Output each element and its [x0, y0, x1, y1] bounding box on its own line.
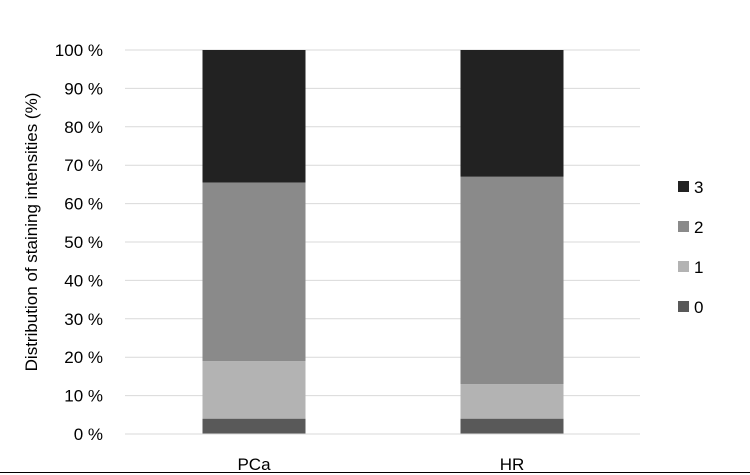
y-tick-label: 90 %	[64, 79, 103, 98]
bar-segment-pca-level-3	[202, 50, 306, 183]
legend-label-0: 0	[694, 298, 703, 317]
y-tick-label: 50 %	[64, 233, 103, 252]
bar-segment-hr-level-2	[460, 176, 564, 385]
bar-segment-pca-level-1	[202, 361, 306, 419]
y-tick-label: 0 %	[74, 425, 103, 444]
y-tick-label: 80 %	[64, 118, 103, 137]
y-tick-label: 40 %	[64, 271, 103, 290]
y-tick-labels: 0 % 10 % 20 % 30 % 40 % 50 % 60 % 70 % 80 % 90 % 1…	[55, 41, 103, 444]
bar-segment-hr-level-3	[460, 50, 564, 177]
bar-segment-pca-level-0	[202, 418, 306, 434]
legend-swatch-1	[678, 261, 689, 272]
y-tick-label: 60 %	[64, 195, 103, 214]
legend-label-2: 2	[694, 218, 703, 237]
legend-label-3: 3	[694, 178, 703, 197]
bar-segment-pca-level-2	[202, 182, 306, 362]
y-tick-label: 100 %	[55, 41, 103, 60]
legend-label-1: 1	[694, 258, 703, 277]
legend-swatch-3	[678, 181, 689, 192]
x-tick-label: PCa	[237, 455, 271, 474]
y-axis-title: Distribution of staining intensities (%)	[22, 93, 41, 372]
legend-swatch-2	[678, 221, 689, 232]
x-tick-labels: PCa HR	[237, 455, 524, 474]
y-tick-label: 30 %	[64, 310, 103, 329]
legend: 3 2 1 0	[678, 178, 703, 317]
bar-segment-hr-level-1	[460, 384, 564, 419]
legend-swatch-0	[678, 301, 689, 312]
bar-segment-hr-level-0	[460, 418, 564, 434]
x-tick-label: HR	[500, 455, 525, 474]
y-tick-label: 20 %	[64, 348, 103, 367]
y-tick-label: 70 %	[64, 156, 103, 175]
y-tick-label: 10 %	[64, 387, 103, 406]
bar-stacks	[202, 50, 564, 434]
